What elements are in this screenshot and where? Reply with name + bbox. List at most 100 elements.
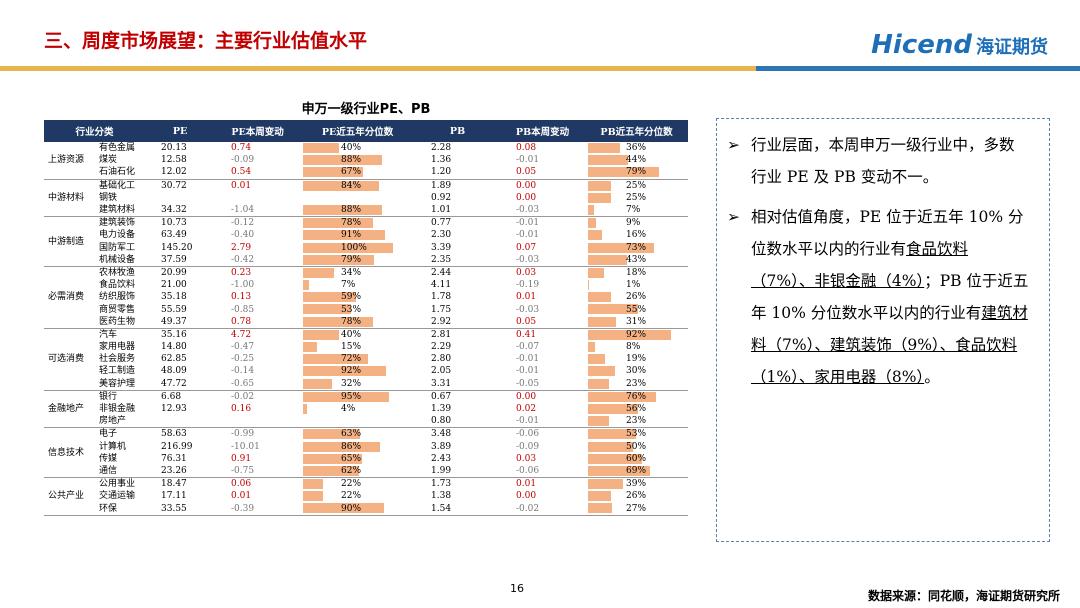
value-cell: -0.14: [231, 366, 255, 377]
table-row: 国防军工 145.20 2.79 100% 3.39 0.07 73%: [44, 242, 688, 254]
percentile-cell: 78%: [300, 315, 416, 329]
percentile-cell: 72%: [300, 353, 415, 365]
column-header: PE: [145, 120, 216, 142]
percentile-bar: [303, 465, 359, 476]
value-cell: 2.79: [231, 242, 252, 253]
table-row: 美容护理 47.72 -0.65 32% 3.31 -0.05 23%: [44, 377, 689, 391]
percentile-bar: [588, 366, 616, 377]
percentile-bar: [588, 280, 589, 291]
percentile-cell: 23%: [585, 377, 689, 391]
percentile-label: 91%: [341, 230, 362, 241]
percentile-cell: 53%: [585, 428, 688, 441]
group-cell: 上游资源: [44, 142, 96, 180]
percentile-label: 88%: [341, 155, 362, 166]
note-text: 。: [924, 368, 940, 386]
value-cell: -0.40: [231, 230, 255, 241]
percentile-cell: 56%: [585, 403, 688, 415]
group-cell: 必需消费: [44, 266, 96, 329]
value-cell: 30.72: [161, 180, 187, 191]
value-cell: -0.01: [500, 415, 586, 429]
percentile-label: 53%: [626, 429, 647, 440]
percentile-cell: 4%: [300, 403, 415, 415]
percentile-bar: [588, 342, 596, 352]
value-cell: 12.93: [161, 404, 187, 415]
value-cell: 0.02: [516, 404, 537, 415]
value-cell: 20.13: [161, 143, 187, 154]
industry-cell: 轻工制造: [99, 366, 136, 377]
value-cell: 0.41: [516, 329, 537, 340]
value-cell: 0.06: [231, 479, 252, 490]
percentile-bar: [588, 441, 634, 452]
percentile-label: 72%: [341, 354, 362, 365]
percentile-bar: [588, 304, 638, 315]
header-row: 行业分类 PE PE本周变动 PE近五年分位数 PB PB本周变动 PB近五年分位数: [44, 120, 689, 142]
group-cell: 金融地产: [44, 390, 96, 429]
table-row: 社会服务 62.85 -0.25 72% 2.80 -0.01 19%: [44, 353, 688, 365]
percentile-cell: 95%: [300, 390, 415, 403]
percentile-label: 86%: [341, 441, 362, 452]
table-row: 商贸零售 55.59 -0.85 53% 1.75 -0.03 55%: [44, 303, 688, 315]
valuation-table: 行业分类 PE PE本周变动 PE近五年分位数 PB PB本周变动 PB近五年分位数 上游资源…: [44, 120, 689, 516]
percentile-label: 7%: [341, 280, 356, 291]
value-cell: -0.25: [231, 354, 255, 365]
value-cell: 0.07: [516, 242, 537, 253]
value-cell: -0.02: [231, 391, 255, 402]
industry-cell: 社会服务: [99, 354, 136, 365]
percentile-cell: 88%: [300, 203, 416, 218]
table-row: 非银金融 12.93 0.16 4% 1.39 0.02 56%: [44, 403, 688, 415]
percentile-bar: [303, 329, 340, 340]
note-text: 行业层面，本周申万一级行业中，多数行业 PE 及 PB 变动不一。: [751, 136, 1015, 186]
percentile-bar: [303, 267, 334, 278]
value-cell: -0.12: [231, 218, 255, 229]
column-header: PE本周变动: [215, 120, 301, 142]
percentile-label: 39%: [626, 479, 647, 490]
table-title: 申万一级行业PE、PB: [301, 102, 431, 117]
value-cell: 47.72: [145, 377, 216, 391]
value-cell: 21.00: [161, 280, 187, 291]
value-cell: 1.99: [415, 464, 501, 479]
industry-cell: 家用电器: [99, 342, 136, 353]
value-cell: 3.39: [431, 242, 452, 253]
percentile-bar: [588, 491, 612, 502]
percentile-cell: 30%: [585, 365, 688, 377]
percentile-label: 9%: [626, 218, 641, 229]
percentile-cell: 90%: [300, 502, 416, 516]
percentile-label: 15%: [341, 342, 362, 353]
table-row: 食品饮料 21.00 -1.00 7% 4.11 -0.19 1%: [44, 279, 688, 291]
percentile-cell: 59%: [300, 291, 415, 303]
percentile-label: 59%: [341, 292, 362, 303]
percentile-label: 25%: [626, 192, 647, 203]
percentile-bar: [588, 391, 657, 402]
percentile-bar: [588, 479, 624, 490]
value-cell: 6.68: [161, 391, 182, 402]
percentile-cell: 26%: [585, 291, 688, 303]
percentile-cell: 79%: [300, 253, 416, 267]
logo-cn: 海证期货: [976, 37, 1048, 58]
value-cell: -0.19: [516, 280, 540, 291]
percentile-cell: 7%: [300, 279, 415, 291]
value-cell: 34.32: [145, 203, 216, 218]
percentile-cell: 26%: [585, 490, 688, 502]
percentile-bar: [303, 254, 375, 265]
percentile-bar: [303, 503, 385, 514]
industry-cell: 美容护理: [96, 377, 146, 391]
percentile-bar: [303, 429, 360, 440]
percentile-label: 63%: [341, 429, 362, 440]
percentile-bar: [588, 230, 603, 241]
table-row: 交通运输 17.11 0.01 22% 1.38 0.00 26%: [44, 490, 688, 502]
value-cell: 1.73: [431, 479, 452, 490]
percentile-label: 16%: [626, 230, 647, 241]
percentile-label: 69%: [626, 465, 647, 476]
value-cell: 2.81: [431, 329, 452, 340]
percentile-bar: [588, 429, 636, 440]
value-cell: 4.72: [231, 329, 252, 340]
percentile-label: 65%: [341, 453, 362, 464]
table-row: 家用电器 14.80 -0.47 15% 2.29 -0.07 8%: [44, 341, 688, 353]
percentile-bar: [588, 192, 611, 203]
value-cell: -0.39: [215, 502, 301, 516]
table-row: 建筑材料 34.32 -1.04 88% 1.01 -0.03 7%: [44, 203, 689, 218]
percentile-cell: 27%: [585, 502, 689, 516]
percentile-cell: 92%: [585, 328, 688, 341]
percentile-bar: [588, 292, 612, 303]
value-cell: 12.58: [161, 155, 187, 166]
